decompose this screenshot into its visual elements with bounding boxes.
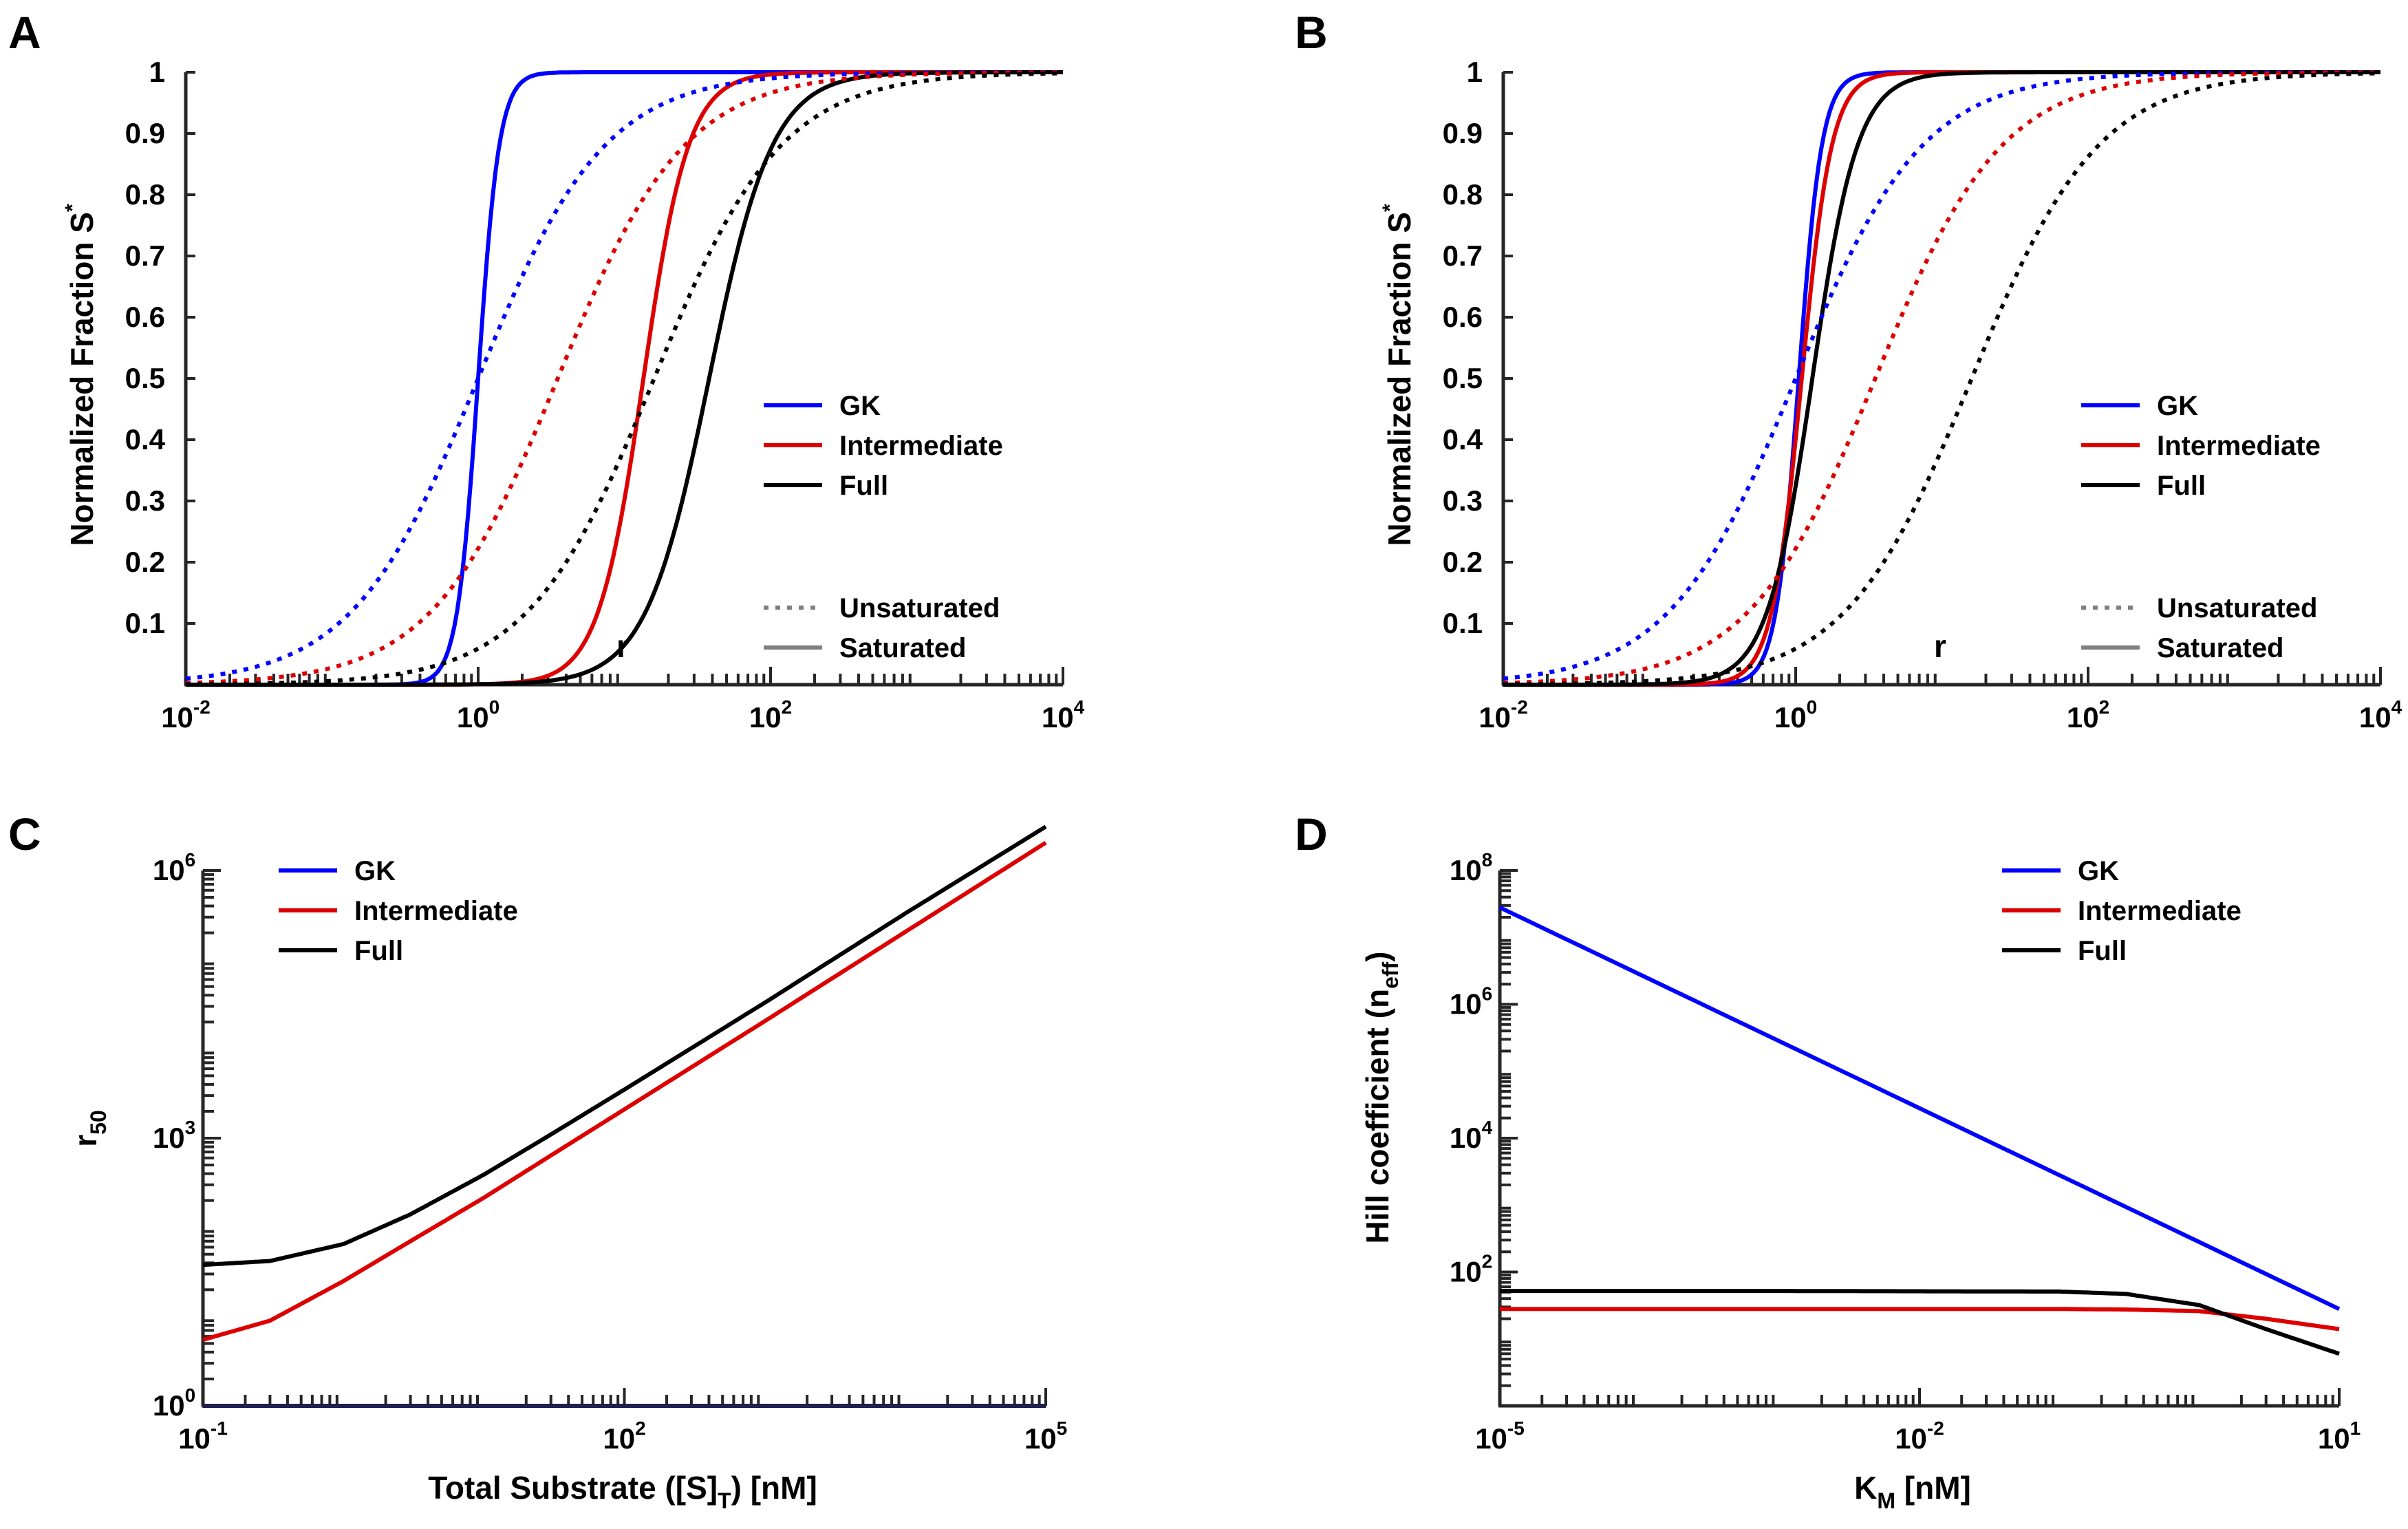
panel-d-y-tick-label: 102 <box>1450 1251 1492 1288</box>
series-intermediate <box>202 841 1047 1342</box>
legend-label-unsaturated: Unsaturated <box>2157 593 2317 623</box>
panel-d-y-tick-label: 104 <box>1450 1117 1493 1154</box>
series-full <box>1500 1289 2340 1356</box>
series-full <box>202 824 1047 1268</box>
panel-d-letter: D <box>1295 809 1328 859</box>
panel-a-legend: GK Intermediate Full Unsaturated Saturated <box>764 391 1003 663</box>
legend-label-gk: GK <box>839 391 881 421</box>
panel-c-x-tick-label: 10-1 <box>178 1418 228 1455</box>
panel-a-x-tick-label: 102 <box>749 696 792 734</box>
series-gk <box>1498 906 2341 1312</box>
panel-c-y-tick-label: 100 <box>153 1384 195 1422</box>
panel-d-series <box>1498 906 2341 1356</box>
panel-b-letter: B <box>1295 7 1328 58</box>
legend-label-full: Full <box>2078 936 2127 966</box>
panel-b-y-tick-label: 0.3 <box>1443 484 1483 517</box>
panel-c-series <box>202 824 1047 1408</box>
panel-a-y-tick-label: 0.1 <box>125 607 165 639</box>
series-full-unsaturated <box>186 71 1064 687</box>
legend-label-intermediate: Intermediate <box>354 896 518 926</box>
panel-a-y-tick-label: 0.4 <box>125 423 166 456</box>
panel-b-y-tick-label: 0.2 <box>1443 546 1483 578</box>
legend-label-saturated: Saturated <box>2157 633 2284 663</box>
panel-b-y-tick-label: 0.7 <box>1443 239 1483 272</box>
panel-b-y-tick-label: 0.5 <box>1443 362 1483 394</box>
legend-label-full: Full <box>2157 471 2206 501</box>
legend-label-saturated: Saturated <box>839 633 967 663</box>
series-gk-unsaturated <box>185 70 1063 681</box>
panel-d-xlabel: KM [nM] <box>1854 1470 1971 1513</box>
panel-a-series <box>185 70 1064 687</box>
panel-b-y-tick-label: 1 <box>1467 56 1483 88</box>
panel-b-series <box>1503 70 2381 687</box>
series-intermediate-unsaturated <box>185 70 1063 685</box>
panel-b-y-tick-label: 0.1 <box>1443 607 1483 639</box>
series-full-unsaturated <box>1503 71 2381 687</box>
panel-d-ylabel: Hill coefficient (neff) <box>1359 951 1403 1243</box>
panel-d-x-tick-label: 101 <box>2318 1418 2361 1455</box>
legend-label-gk: GK <box>354 856 396 886</box>
panel-b: B r Normalized Fraction S* 10-2 100 102 104… <box>1295 7 2402 734</box>
legend-label-intermediate: Intermediate <box>2157 431 2321 461</box>
panel-b-y-tick-label: 0.4 <box>1443 423 1483 456</box>
panel-b-x-tick-label: 104 <box>2359 696 2402 734</box>
legend-label-intermediate: Intermediate <box>839 431 1003 461</box>
panel-a-x-tick-label: 100 <box>457 696 499 734</box>
panel-a-y-tick-label: 0.9 <box>125 117 165 149</box>
panel-b-y-tick-label: 0.9 <box>1443 117 1483 149</box>
panel-d-x-minor-ticks <box>1540 1395 2334 1406</box>
legend-label-gk: GK <box>2078 856 2119 886</box>
panel-a-y-tick-label: 0.5 <box>125 362 165 394</box>
panel-c: C Total Substrate ([S]T) [nM] r50 10-1 10… <box>8 809 1067 1513</box>
panel-d-y-tick-label: 106 <box>1450 983 1492 1020</box>
panel-c-legend: GK Intermediate Full <box>279 856 518 966</box>
panel-b-x-tick-label: 102 <box>2067 696 2109 734</box>
panel-b-x-tick-label: 100 <box>1774 696 1817 734</box>
legend-label-unsaturated: Unsaturated <box>839 593 1000 623</box>
panel-a-y-tick-label: 0.6 <box>125 301 165 333</box>
panel-b-y-tick-label: 0.6 <box>1443 301 1483 333</box>
panel-d-legend: GK Intermediate Full <box>2002 856 2242 966</box>
panel-b-xlabel: r <box>1934 628 1946 664</box>
panel-c-y-tick-label: 103 <box>153 1117 195 1154</box>
legend-label-full: Full <box>354 936 403 966</box>
legend-label-full: Full <box>839 471 888 501</box>
panel-c-ylabel: r50 <box>67 1110 111 1147</box>
panel-a-x-tick-label: 104 <box>1042 696 1085 734</box>
panel-a-y-tick-label: 0.2 <box>125 546 165 578</box>
panel-b-x-tick-label: 10-2 <box>1479 696 1528 734</box>
panel-d-y-tick-label: 108 <box>1450 849 1492 886</box>
panel-b-y-tick-label: 0.8 <box>1443 178 1483 211</box>
panel-a-y-tick-label: 0.7 <box>125 239 165 272</box>
series-intermediate <box>1500 1307 2340 1332</box>
panel-b-ylabel: Normalized Fraction S* <box>1379 204 1417 546</box>
legend-label-gk: GK <box>2157 391 2198 421</box>
legend-label-intermediate: Intermediate <box>2078 896 2242 926</box>
panel-c-x-tick-label: 102 <box>603 1418 645 1455</box>
panel-d-x-tick-label: 10-5 <box>1475 1418 1525 1455</box>
series-gk-unsaturated <box>1503 70 2380 681</box>
panel-a: A r Normalized Fraction S* 10-2 100 102 104… <box>8 7 1085 734</box>
panel-a-y-tick-label: 1 <box>149 56 165 88</box>
panel-c-xlabel: Total Substrate ([S]T) [nM] <box>428 1470 817 1513</box>
panel-a-x-tick-label: 10-2 <box>161 696 211 734</box>
panel-a-ylabel: Normalized Fraction S* <box>61 204 100 546</box>
panel-d: D KM [nM] Hill coefficient (neff) 10-5 10… <box>1295 809 2361 1513</box>
panel-a-y-tick-label: 0.8 <box>125 178 165 211</box>
panel-c-x-tick-label: 105 <box>1024 1418 1067 1455</box>
panel-a-y-tick-label: 0.3 <box>125 484 165 517</box>
series-intermediate-unsaturated <box>1503 70 2380 685</box>
panel-a-letter: A <box>8 7 41 58</box>
panel-c-letter: C <box>8 809 41 859</box>
panel-c-y-tick-label: 106 <box>153 849 195 886</box>
panel-b-legend: GK Intermediate Full Unsaturated Saturated <box>2081 391 2321 663</box>
panel-c-y-minor-ticks <box>203 873 214 1380</box>
panel-d-x-tick-label: 10-2 <box>1895 1418 1944 1455</box>
